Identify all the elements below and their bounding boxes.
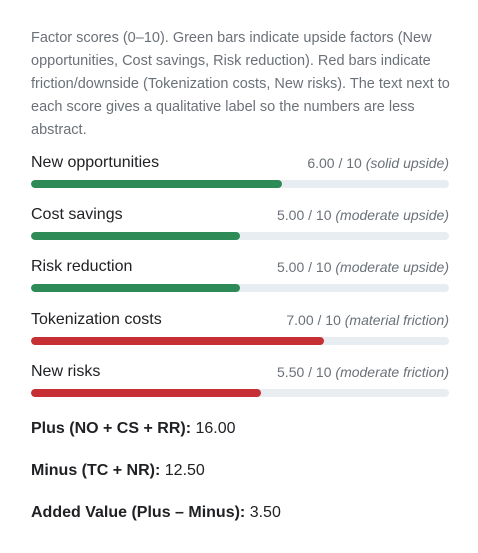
score-bar-fill xyxy=(31,284,240,292)
factor-row-new-risks: New risks 5.50 / 10 (moderate friction) xyxy=(31,362,449,402)
score-qualifier: (moderate upside) xyxy=(335,207,449,223)
score-value: 6.00 / 10 xyxy=(307,155,362,171)
score-bar-fill xyxy=(31,180,282,188)
factor-name: Tokenization costs xyxy=(31,311,162,328)
score-bar-track xyxy=(31,337,449,345)
score-bar-fill xyxy=(31,337,324,345)
score-value: 5.00 / 10 xyxy=(276,259,332,275)
plus-total-value: 16.00 xyxy=(195,420,236,437)
score-qualifier: (moderate friction) xyxy=(335,364,449,380)
factor-name: New opportunities xyxy=(31,154,160,171)
plus-total: Plus (NO + CS + RR): 16.00 xyxy=(31,419,236,439)
factor-row-cost-savings: Cost savings 5.00 / 10 (moderate upside) xyxy=(31,205,449,245)
factor-score: 6.00 / 10 (solid upside) xyxy=(307,154,449,172)
score-bar-track xyxy=(31,389,449,397)
intro-text: Factor scores (0–10). Green bars indicat… xyxy=(31,30,450,138)
score-value: 7.00 / 10 xyxy=(286,312,341,328)
factor-row-risk-reduction: Risk reduction 5.00 / 10 (moderate upsid… xyxy=(31,257,449,297)
factor-score: 5.50 / 10 (moderate friction) xyxy=(277,363,449,381)
score-value: 5.50 / 10 xyxy=(277,364,332,380)
score-bar-track xyxy=(31,180,449,188)
score-bar-track xyxy=(31,284,449,292)
score-bar-fill xyxy=(31,232,240,240)
factor-name: Risk reduction xyxy=(31,258,133,275)
factor-score: 5.00 / 10 (moderate upside) xyxy=(277,258,449,276)
factor-name: Cost savings xyxy=(31,206,123,223)
minus-total: Minus (TC + NR): 12.50 xyxy=(31,461,205,481)
score-qualifier: (material friction) xyxy=(344,312,449,328)
score-bar-track xyxy=(31,232,449,240)
factor-score: 7.00 / 10 (material friction) xyxy=(286,311,449,329)
minus-total-label: Minus (TC + NR): xyxy=(31,462,161,479)
factor-row-new-opportunities: New opportunities 6.00 / 10 (solid upsid… xyxy=(31,153,449,193)
factor-score: 5.00 / 10 (moderate upside) xyxy=(277,206,449,224)
added-value-total: Added Value (Plus – Minus): 3.50 xyxy=(31,503,281,523)
factor-name: New risks xyxy=(31,363,101,380)
factor-row-tokenization-costs: Tokenization costs 7.00 / 10 (material f… xyxy=(31,310,449,350)
score-qualifier: (solid upside) xyxy=(365,155,449,171)
score-bar-fill xyxy=(31,389,261,397)
added-value-value: 3.50 xyxy=(249,504,281,521)
score-value: 5.00 / 10 xyxy=(276,207,332,223)
score-qualifier: (moderate upside) xyxy=(335,259,449,275)
added-value-label: Added Value (Plus – Minus): xyxy=(31,504,246,521)
minus-total-value: 12.50 xyxy=(164,462,205,479)
plus-total-label: Plus (NO + CS + RR): xyxy=(31,420,192,437)
